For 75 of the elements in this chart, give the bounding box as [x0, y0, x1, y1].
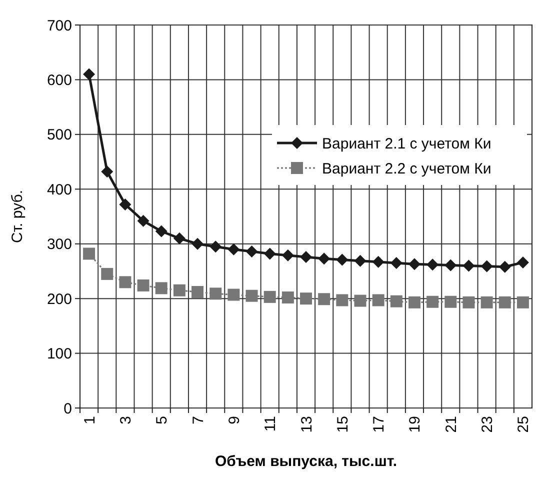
point	[137, 279, 150, 292]
point	[155, 282, 168, 294]
point	[516, 256, 529, 268]
point	[372, 294, 384, 306]
point	[318, 252, 330, 265]
x-axis-title: Объем выпуска, тыс.шт.	[214, 453, 398, 470]
point	[228, 288, 240, 301]
point	[300, 292, 312, 305]
point	[210, 240, 222, 253]
point	[426, 258, 439, 271]
point	[282, 291, 294, 304]
point	[498, 260, 511, 273]
y-tick-label: 600	[46, 72, 72, 89]
y-axis-title: Ст. руб.	[9, 190, 26, 243]
point	[336, 294, 348, 306]
point	[516, 296, 529, 308]
point	[408, 296, 420, 308]
point	[318, 293, 330, 306]
x-tick-label: 19	[406, 416, 424, 433]
point	[390, 295, 402, 308]
y-tick-label: 0	[64, 400, 72, 418]
x-tick-label: 23	[479, 416, 496, 433]
point	[444, 259, 457, 272]
point	[462, 260, 475, 272]
point	[480, 296, 493, 308]
x-tick-label: 3	[117, 416, 134, 424]
point	[173, 284, 186, 296]
y-tick-label: 300	[46, 236, 72, 254]
x-tick-label: 7	[190, 416, 207, 424]
legend-label: Вариант 2.2 с учетом Ки	[322, 160, 492, 178]
point	[408, 258, 420, 270]
x-tick-label: 1	[81, 416, 98, 424]
point	[246, 290, 258, 302]
point	[390, 257, 402, 270]
point	[462, 296, 475, 308]
point	[372, 256, 384, 268]
point	[228, 243, 240, 256]
point	[210, 288, 222, 300]
point	[444, 296, 457, 308]
point	[498, 296, 511, 308]
point	[354, 294, 366, 307]
x-tick-label: 15	[334, 416, 352, 433]
x-tick-label: 25	[515, 416, 532, 433]
x-tick-label: 21	[442, 416, 460, 433]
point	[137, 214, 150, 227]
point	[119, 198, 132, 210]
point	[119, 276, 132, 288]
y-tick-label: 100	[46, 346, 72, 363]
y-tick-label: 700	[46, 17, 72, 34]
point	[264, 290, 276, 303]
point	[246, 246, 258, 258]
point	[101, 166, 114, 178]
point	[192, 238, 204, 250]
x-tick-label: 9	[226, 416, 243, 424]
x-tick-label: 11	[262, 416, 280, 432]
point	[354, 254, 366, 267]
point	[83, 68, 96, 80]
point	[83, 248, 96, 260]
y-tick-label: 500	[46, 126, 72, 144]
point	[426, 296, 439, 308]
point	[192, 286, 204, 298]
y-tick-label: 200	[46, 290, 72, 308]
point	[336, 254, 348, 266]
point	[264, 248, 276, 260]
point	[173, 232, 186, 244]
x-tick-label: 17	[370, 416, 388, 433]
point	[101, 268, 114, 280]
point	[480, 260, 493, 272]
legend-label: Вариант 2.1 с учетом Ки	[322, 135, 492, 152]
x-tick-label: 5	[154, 416, 171, 424]
point	[300, 250, 312, 263]
point	[155, 225, 168, 238]
x-tick-label: 13	[298, 416, 316, 433]
point	[282, 249, 294, 262]
y-tick-label: 400	[46, 181, 72, 198]
